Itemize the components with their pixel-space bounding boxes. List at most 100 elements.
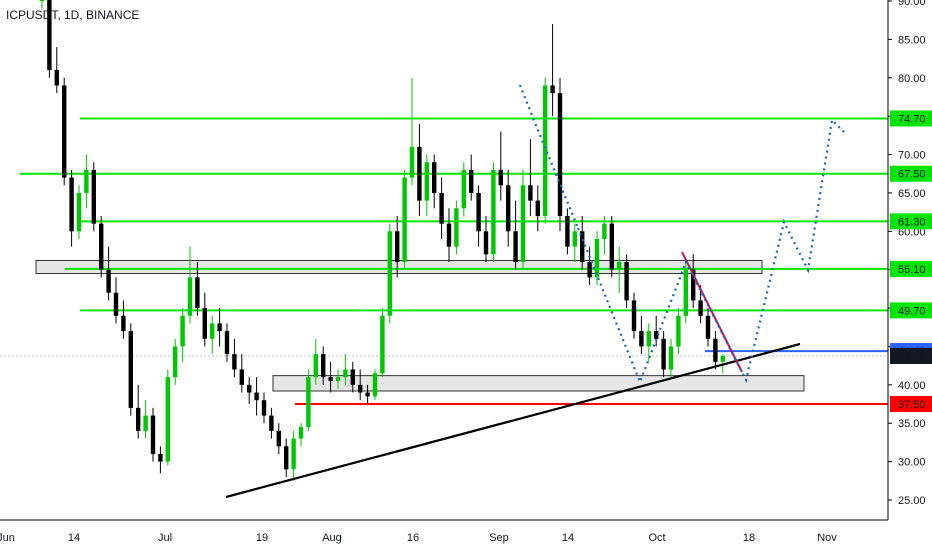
candle-body <box>587 262 592 278</box>
support-resistance-zones <box>35 259 805 392</box>
candle-body <box>535 200 540 216</box>
price-tag-label: 37.50 <box>898 399 926 411</box>
time-tick-label: Nov <box>817 532 837 544</box>
candle-body <box>639 331 644 347</box>
candle-body <box>261 400 267 416</box>
price-tag-label: 55.10 <box>898 264 926 276</box>
candle-body <box>617 262 622 270</box>
support-trendline <box>225 342 801 499</box>
candle-body <box>247 384 252 393</box>
price-tick-label: 35.00 <box>898 418 926 430</box>
candlestick-series <box>39 0 725 481</box>
candle-body <box>143 415 148 431</box>
candle-body <box>150 415 156 454</box>
candle-body <box>506 185 511 232</box>
zone-box <box>272 375 805 392</box>
candle-body <box>543 85 548 216</box>
time-tick-label: Aug <box>322 532 342 544</box>
candle-body <box>99 223 104 270</box>
candle-body <box>180 315 185 347</box>
time-axis: Jun 14 Jul 19 Aug 16 Sep 14 Oct 18 Nov <box>0 519 888 544</box>
candle-body <box>631 300 637 332</box>
candle-body <box>291 438 296 470</box>
price-tick-label: 80.00 <box>898 73 926 85</box>
candle-body <box>661 338 666 370</box>
price-tag-label: 67.50 <box>898 169 926 181</box>
candle-body <box>654 331 659 339</box>
price-tag <box>890 302 932 319</box>
candle-body <box>321 354 326 378</box>
candle-body <box>528 185 533 201</box>
candle-body <box>106 269 111 293</box>
candle-body <box>210 323 215 339</box>
candle-body <box>62 85 67 178</box>
candle-body <box>580 231 585 263</box>
candle-body <box>365 392 370 397</box>
candle-body <box>387 231 392 316</box>
candle-body <box>158 453 163 462</box>
candle-body <box>54 70 59 86</box>
candle-body <box>402 177 407 263</box>
candle-body <box>550 85 555 94</box>
candle-body <box>69 177 74 232</box>
candle-body <box>239 369 244 385</box>
candle-body <box>232 354 237 370</box>
time-tick-label: 14 <box>68 532 80 544</box>
candle-body <box>469 169 474 193</box>
candle-body <box>439 192 444 224</box>
time-tick-label: 16 <box>407 532 419 544</box>
candle-body <box>513 231 518 263</box>
candle-body <box>358 384 363 393</box>
chart-title: ICPUSDT, 1D, BINANCE <box>6 8 140 22</box>
price-tick-label: 40.00 <box>898 380 926 392</box>
zone-box <box>35 259 763 275</box>
candle-body <box>313 354 318 378</box>
candle-body <box>602 223 607 239</box>
price-tag <box>890 260 932 277</box>
price-tick-label: 90.00 <box>898 0 926 8</box>
candle-body <box>328 377 333 382</box>
candle-body <box>683 269 688 316</box>
candle-body <box>668 346 674 370</box>
candle-body <box>395 231 400 263</box>
candle-body <box>424 162 429 201</box>
candle-body <box>276 430 281 447</box>
candle-body <box>713 338 718 362</box>
candle-body <box>343 369 348 378</box>
candle-body <box>417 146 422 201</box>
trend-drawings <box>225 84 845 499</box>
candle-body <box>91 169 96 224</box>
candle-body <box>187 277 193 316</box>
price-tag <box>890 110 932 127</box>
candle-body <box>676 315 681 347</box>
horizontal-price-levels <box>0 117 888 406</box>
candle-body <box>195 277 200 309</box>
candle-body <box>335 377 341 382</box>
candle-body <box>372 373 378 397</box>
candle-body <box>624 262 629 301</box>
price-tag <box>890 396 932 413</box>
candle-body <box>306 377 311 428</box>
candle-body <box>698 300 703 316</box>
candle-body <box>705 315 711 339</box>
price-tag <box>890 165 932 182</box>
candle-body <box>76 192 82 232</box>
candle-body <box>609 223 614 270</box>
candle-body <box>47 0 52 71</box>
candle-body <box>446 223 452 247</box>
price-tag-label: 61.30 <box>898 216 926 228</box>
candle-body <box>217 323 222 332</box>
price-tick-label: 70.00 <box>898 150 926 162</box>
candle-body <box>298 427 304 439</box>
time-tick-label: Jun <box>0 532 15 544</box>
time-tick-label: Oct <box>648 532 665 544</box>
price-tag-label: 49.70 <box>898 305 926 317</box>
price-tag-label: 74.70 <box>898 113 926 125</box>
candle-body <box>498 169 503 186</box>
candle-body <box>720 355 725 362</box>
price-tick-label: 30.00 <box>898 457 926 469</box>
price-axis: 90.0085.0080.0075.0070.0065.0060.0055.00… <box>887 0 926 520</box>
candle-body <box>461 169 466 209</box>
